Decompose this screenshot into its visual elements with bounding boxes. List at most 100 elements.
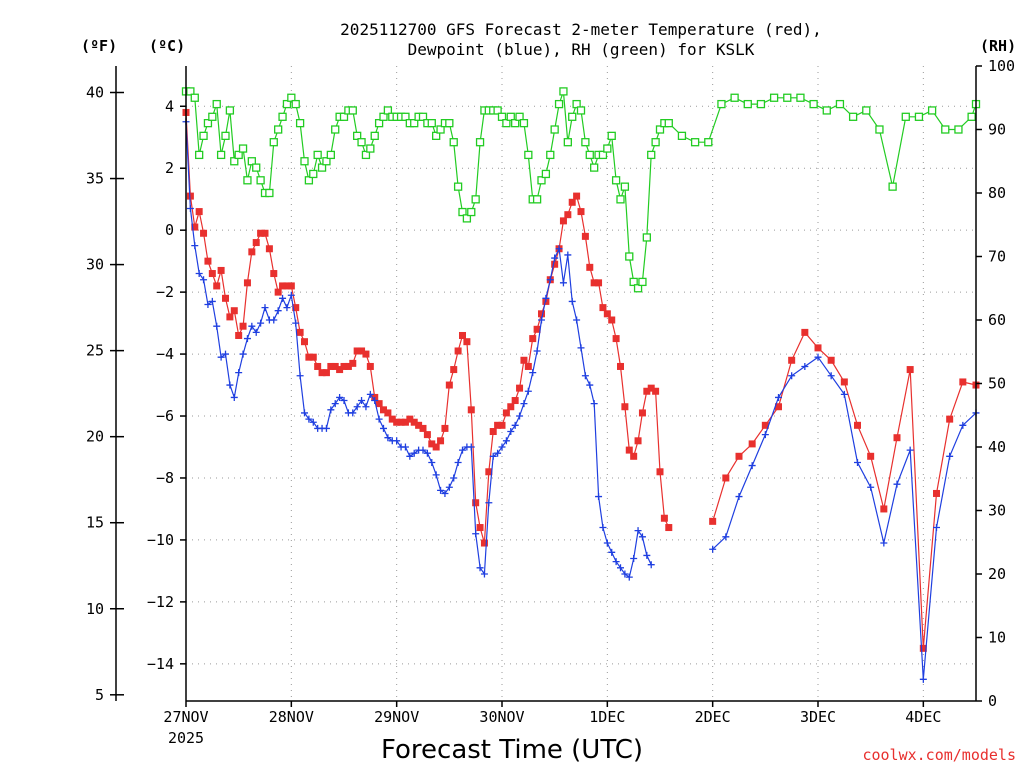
fahrenheit-tick-label: 10 [86, 600, 104, 618]
dewpoint-point [542, 294, 550, 302]
dewpoint-point [617, 564, 624, 572]
fahrenheit-tick-label: 15 [86, 514, 104, 532]
temperature-point [959, 378, 967, 386]
temperature-point [880, 505, 888, 513]
dewpoint-point [331, 400, 339, 408]
temperature-point [200, 229, 208, 237]
temperature-point [296, 328, 304, 336]
dewpoint-point [366, 390, 374, 398]
dewpoint-point [432, 471, 440, 479]
temperature-point [603, 310, 611, 318]
temperature-point [612, 335, 620, 343]
rh-point [383, 106, 393, 115]
celsius-tick-label: −2 [156, 283, 174, 301]
temperature-point [652, 387, 660, 395]
rh-point [647, 150, 656, 160]
rh-point [331, 125, 340, 134]
rh-tick-label: 50 [988, 375, 1006, 393]
x-axis-title: Forecast Time (UTC) [381, 735, 643, 765]
dewpoint-point [200, 276, 208, 284]
dewpoint-point [243, 335, 251, 343]
dewpoint-point [555, 245, 563, 253]
dewpoint-point [524, 387, 532, 395]
dewpoint-point [423, 449, 431, 457]
temperature-point [217, 266, 225, 274]
rh-tick-label: 70 [988, 248, 1006, 266]
temperature-point [344, 362, 352, 370]
rh-point [954, 125, 963, 134]
dewpoint-point [722, 533, 730, 541]
fahrenheit-tick-label: 35 [86, 170, 104, 188]
rh-point [230, 157, 239, 166]
rh-point [576, 106, 586, 115]
dewpoint-point [625, 573, 633, 581]
rh-point [677, 131, 687, 141]
temperature-point [722, 474, 730, 482]
temperature-point [933, 489, 940, 497]
dewpoint-point [485, 499, 493, 507]
rh-point [875, 125, 884, 134]
rh-point [304, 176, 314, 185]
celsius-tick-label: 2 [165, 159, 174, 177]
temperature-point [445, 381, 453, 389]
temperature-point [406, 415, 414, 423]
temperature-point [625, 446, 633, 454]
fahrenheit-tick-label: 40 [86, 84, 104, 102]
dewpoint-point [454, 458, 462, 466]
rh-point [541, 169, 551, 179]
rh-point [546, 150, 555, 160]
rh-point [927, 106, 937, 115]
dewpoint-point [375, 415, 383, 423]
rh-point [467, 207, 476, 217]
temperature-point [353, 347, 361, 355]
dewpoint-point [419, 446, 427, 454]
dewpoint-point [559, 279, 567, 287]
dewpoint-point [279, 294, 287, 302]
dewpoint-point [573, 316, 581, 324]
rh-point [638, 277, 647, 287]
x-tick-label: 1DEC [589, 708, 625, 726]
dewpoint-point [533, 347, 541, 355]
rh-point [247, 157, 256, 166]
dewpoint-point [371, 397, 379, 405]
dewpoint-point [287, 291, 295, 299]
dewpoint-point [634, 527, 642, 535]
rh-point [506, 112, 515, 121]
rh-point [190, 93, 199, 102]
dewpoint-point [489, 452, 497, 460]
rh-tick-label: 80 [988, 184, 1006, 202]
temperature-point [709, 517, 717, 525]
rh-point [453, 182, 463, 191]
rh-point [256, 176, 265, 185]
rh-point [186, 87, 195, 96]
dewpoint-point [327, 406, 335, 414]
temperature-point [586, 263, 594, 271]
temperature-point [322, 369, 330, 377]
dewpoint-point [450, 474, 458, 482]
dewpoint-point [919, 675, 927, 683]
rh-point [822, 106, 831, 115]
dewpoint-point [270, 316, 278, 324]
temperature-point [235, 331, 243, 339]
chart-title-line-1: 2025112700 GFS Forecast 2-meter Temperat… [340, 20, 822, 39]
temperature-point [222, 294, 229, 302]
rh-point [427, 119, 436, 128]
temperature-point [327, 362, 335, 370]
dewpoint-point [775, 393, 782, 401]
dewpoint-point [472, 530, 480, 538]
celsius-tick-label: 0 [165, 221, 174, 239]
rh-point [862, 106, 871, 115]
rh-point [642, 233, 651, 242]
dewpoint-point [590, 400, 598, 408]
rh-point [704, 138, 713, 147]
rh-point [888, 182, 897, 191]
rh-point [581, 138, 590, 147]
dewpoint-point [261, 304, 269, 312]
temperature-point [441, 424, 449, 432]
rh-point [796, 93, 805, 102]
temperature-point [265, 245, 273, 253]
rh-point [568, 112, 577, 121]
rh-point [379, 112, 388, 121]
celsius-tick-label: 4 [165, 97, 174, 115]
